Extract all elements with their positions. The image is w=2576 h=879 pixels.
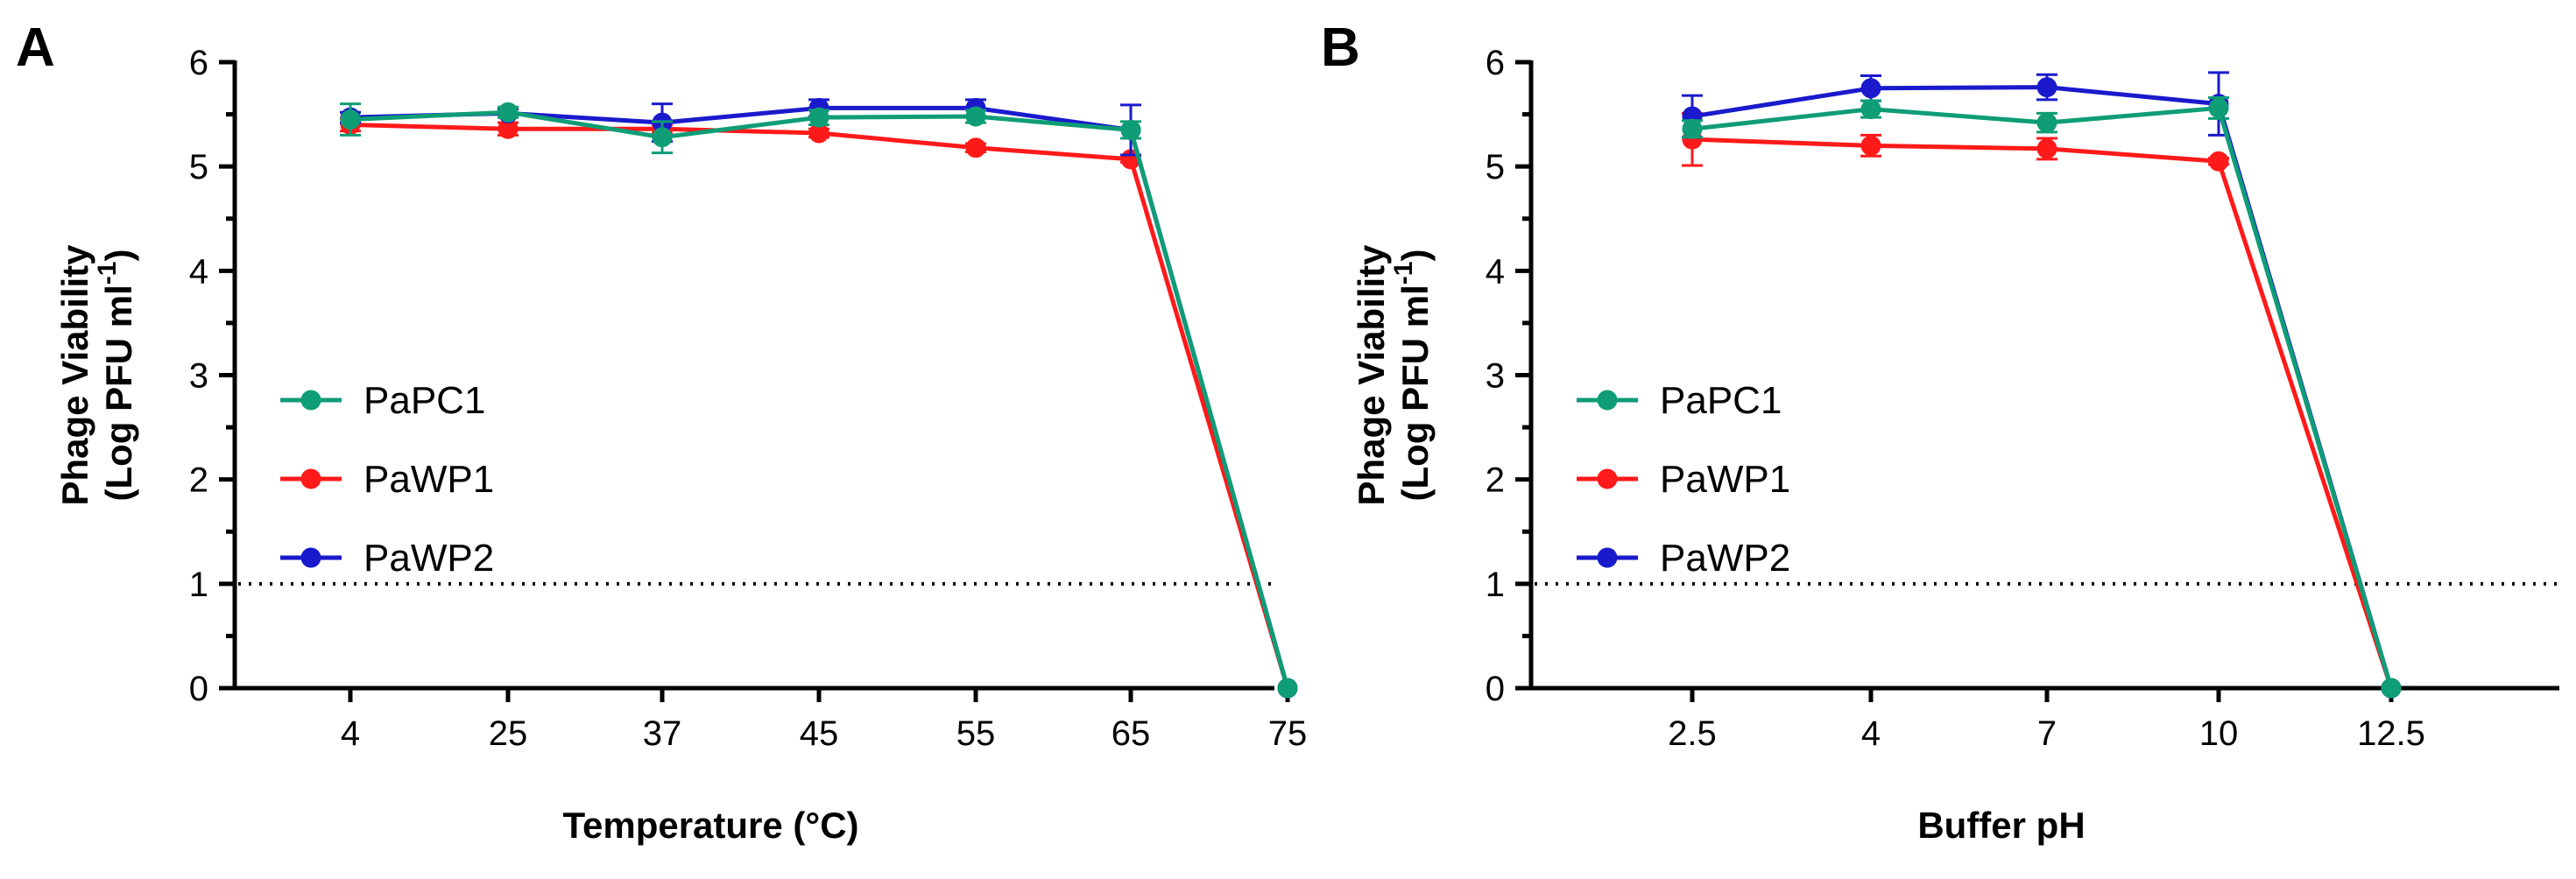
legend-item-pawp2: PaWP2 bbox=[280, 537, 494, 580]
y-tick-label: 6 bbox=[189, 44, 208, 82]
legend-marker-pawp1 bbox=[1597, 468, 1618, 489]
data-point-papc1 bbox=[498, 102, 519, 123]
series-line-pawp1 bbox=[1691, 137, 2394, 689]
y-axis-title-line1: Phage Viability bbox=[1351, 244, 1392, 506]
y-tick-label: 5 bbox=[189, 148, 208, 186]
legend-marker-papc1 bbox=[300, 390, 321, 411]
y-tick-label: 1 bbox=[189, 566, 208, 604]
x-axis-title: Buffer pH bbox=[1917, 805, 2085, 846]
data-point-pawp2 bbox=[1860, 78, 1881, 99]
x-tick-label: 37 bbox=[643, 714, 682, 753]
x-tick-label: 75 bbox=[1268, 714, 1308, 753]
x-tick-label: 45 bbox=[800, 714, 839, 753]
y-axis-title: Phage Viability(Log PFU ml-1) bbox=[1351, 244, 1436, 506]
legend-item-pawp1: PaWP1 bbox=[1577, 458, 1790, 501]
y-tick-label: 0 bbox=[189, 670, 208, 708]
legend-marker-pawp2 bbox=[1597, 547, 1618, 568]
y-tick-label: 4 bbox=[189, 252, 208, 291]
x-tick-label: 10 bbox=[2199, 714, 2239, 753]
legend-label-pawp2: PaWP2 bbox=[363, 537, 494, 580]
x-tick-label: 12.5 bbox=[2357, 714, 2425, 753]
series-line-papc1 bbox=[1691, 105, 2394, 689]
y-axis-title-line2-end: ) bbox=[1394, 250, 1436, 262]
panel-label: B bbox=[1321, 18, 1360, 78]
data-point-papc1 bbox=[1277, 678, 1298, 699]
x-tick-label: 25 bbox=[489, 714, 528, 753]
series-papc1 bbox=[1682, 96, 2402, 699]
data-point-pawp1 bbox=[2208, 151, 2229, 172]
x-tick-label: 7 bbox=[2037, 714, 2057, 753]
y-axis-title-line2: (Log PFU ml bbox=[1394, 285, 1436, 501]
y-tick-label: 3 bbox=[1486, 357, 1505, 396]
legend-label-pawp1: PaWP1 bbox=[1660, 458, 1790, 501]
legend-item-papc1: PaPC1 bbox=[1577, 379, 1782, 422]
y-tick-label: 2 bbox=[189, 461, 208, 500]
x-tick-label: 4 bbox=[1861, 714, 1881, 753]
legend-item-papc1: PaPC1 bbox=[280, 379, 485, 422]
chart-panel-b: B 0 1 2 3 4 5 6 2.5 4 7 10 12.5 Buffer pH Phage Viabil… bbox=[1321, 18, 2559, 846]
data-point-papc1 bbox=[1860, 99, 1881, 120]
data-point-papc1 bbox=[1682, 118, 1703, 139]
data-point-papc1 bbox=[2208, 97, 2229, 118]
y-axis-title: Phage Viability(Log PFU ml-1) bbox=[54, 244, 139, 506]
y-tick-label: 6 bbox=[1486, 44, 1505, 82]
y-tick-label: 2 bbox=[1486, 461, 1505, 500]
data-point-pawp2 bbox=[2036, 77, 2057, 98]
data-point-pawp1 bbox=[2036, 138, 2057, 159]
legend-marker-pawp2 bbox=[300, 547, 321, 568]
series-papc1 bbox=[340, 102, 1298, 699]
x-axis-title: Temperature (°C) bbox=[562, 805, 858, 846]
data-point-pawp1 bbox=[1860, 135, 1881, 156]
y-tick-label: 5 bbox=[1486, 148, 1505, 186]
legend-label-papc1: PaPC1 bbox=[1660, 379, 1782, 422]
series-line-pawp1 bbox=[349, 123, 1290, 689]
data-point-papc1 bbox=[1120, 119, 1141, 140]
x-tick-label: 55 bbox=[956, 714, 996, 753]
x-tick-label: 2.5 bbox=[1668, 714, 1717, 753]
y-axis-title-superscript: -1 bbox=[1389, 262, 1418, 285]
y-tick-label: 3 bbox=[189, 357, 208, 396]
data-point-papc1 bbox=[652, 127, 673, 148]
data-point-papc1 bbox=[808, 107, 829, 128]
series-line-papc1 bbox=[349, 109, 1290, 689]
y-tick-label: 1 bbox=[1486, 566, 1505, 604]
data-point-pawp1 bbox=[498, 118, 519, 139]
data-point-papc1 bbox=[2036, 112, 2057, 133]
data-point-papc1 bbox=[2381, 678, 2402, 699]
y-axis-title-line2-end: ) bbox=[98, 250, 139, 262]
data-point-pawp1 bbox=[965, 137, 986, 158]
y-axis-title-line2: (Log PFU ml bbox=[98, 285, 139, 501]
series-line-pawp2 bbox=[1691, 85, 2394, 689]
series-pawp1 bbox=[1682, 111, 2402, 699]
x-tick-label: 65 bbox=[1112, 714, 1151, 753]
panel-label: A bbox=[16, 18, 55, 78]
legend-marker-pawp1 bbox=[300, 468, 321, 489]
data-point-pawp1 bbox=[808, 123, 829, 144]
y-tick-label: 4 bbox=[1486, 252, 1505, 291]
data-point-papc1 bbox=[340, 109, 361, 130]
legend-label-papc1: PaPC1 bbox=[363, 379, 485, 422]
legend-label-pawp1: PaWP1 bbox=[363, 458, 494, 501]
y-axis-title-superscript: -1 bbox=[93, 262, 122, 285]
legend-marker-papc1 bbox=[1597, 390, 1618, 411]
y-tick-label: 0 bbox=[1486, 670, 1505, 708]
legend-item-pawp1: PaWP1 bbox=[280, 458, 494, 501]
legend-label-pawp2: PaWP2 bbox=[1660, 537, 1790, 580]
y-axis-title-line1: Phage Viability bbox=[54, 244, 95, 506]
legend-item-pawp2: PaWP2 bbox=[1577, 537, 1790, 580]
data-point-papc1 bbox=[965, 106, 986, 127]
x-tick-label: 4 bbox=[341, 714, 360, 753]
